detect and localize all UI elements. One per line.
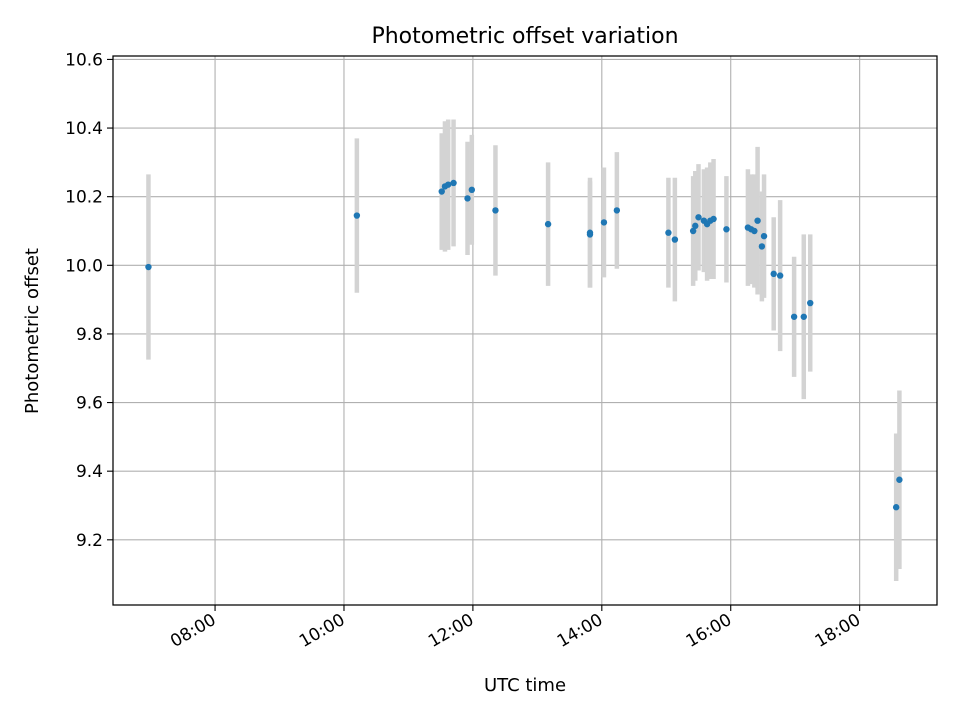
grid [113, 56, 937, 605]
data-point [468, 186, 476, 194]
y-tick-label: 10.6 [65, 50, 103, 70]
data-point [600, 219, 608, 226]
y-axis: 9.2 9.4 9.6 9.8 10.0 10.2 10.4 10.6 [65, 50, 113, 551]
data-point [770, 270, 777, 278]
data-point [450, 179, 457, 187]
data-point [723, 226, 730, 233]
data-point [671, 236, 679, 243]
data-point [807, 299, 814, 307]
x-axis-label: UTC time [484, 675, 566, 696]
data-points [145, 179, 903, 511]
data-point [896, 476, 903, 483]
y-tick-label: 9.8 [76, 325, 103, 345]
y-tick-label: 10.0 [65, 256, 103, 276]
data-point [892, 504, 900, 511]
data-point [613, 207, 621, 214]
data-point [751, 227, 758, 235]
data-point [544, 220, 552, 228]
data-point [492, 207, 499, 214]
data-point [464, 195, 471, 202]
data-point [790, 313, 798, 320]
y-tick-label: 9.6 [76, 394, 103, 414]
data-point [760, 232, 768, 240]
y-tick-label: 10.2 [65, 188, 103, 208]
data-point [776, 272, 784, 279]
data-point [689, 227, 697, 235]
data-point [800, 313, 807, 320]
data-point [758, 243, 766, 250]
data-point [695, 214, 702, 221]
chart-title: Photometric offset variation [371, 24, 678, 49]
data-point [692, 222, 699, 230]
data-point [710, 215, 717, 223]
y-tick-label: 10.4 [65, 119, 103, 139]
y-tick-label: 9.4 [76, 462, 103, 482]
data-point [586, 229, 594, 236]
data-point [754, 217, 761, 224]
y-tick-label: 9.2 [76, 531, 103, 551]
plot-frame [112, 55, 938, 606]
y-axis-label: Photometric offset [22, 248, 43, 414]
data-point [353, 212, 361, 219]
data-point [438, 188, 445, 195]
data-point [444, 181, 452, 188]
data-point [145, 263, 152, 271]
data-point [665, 229, 672, 236]
